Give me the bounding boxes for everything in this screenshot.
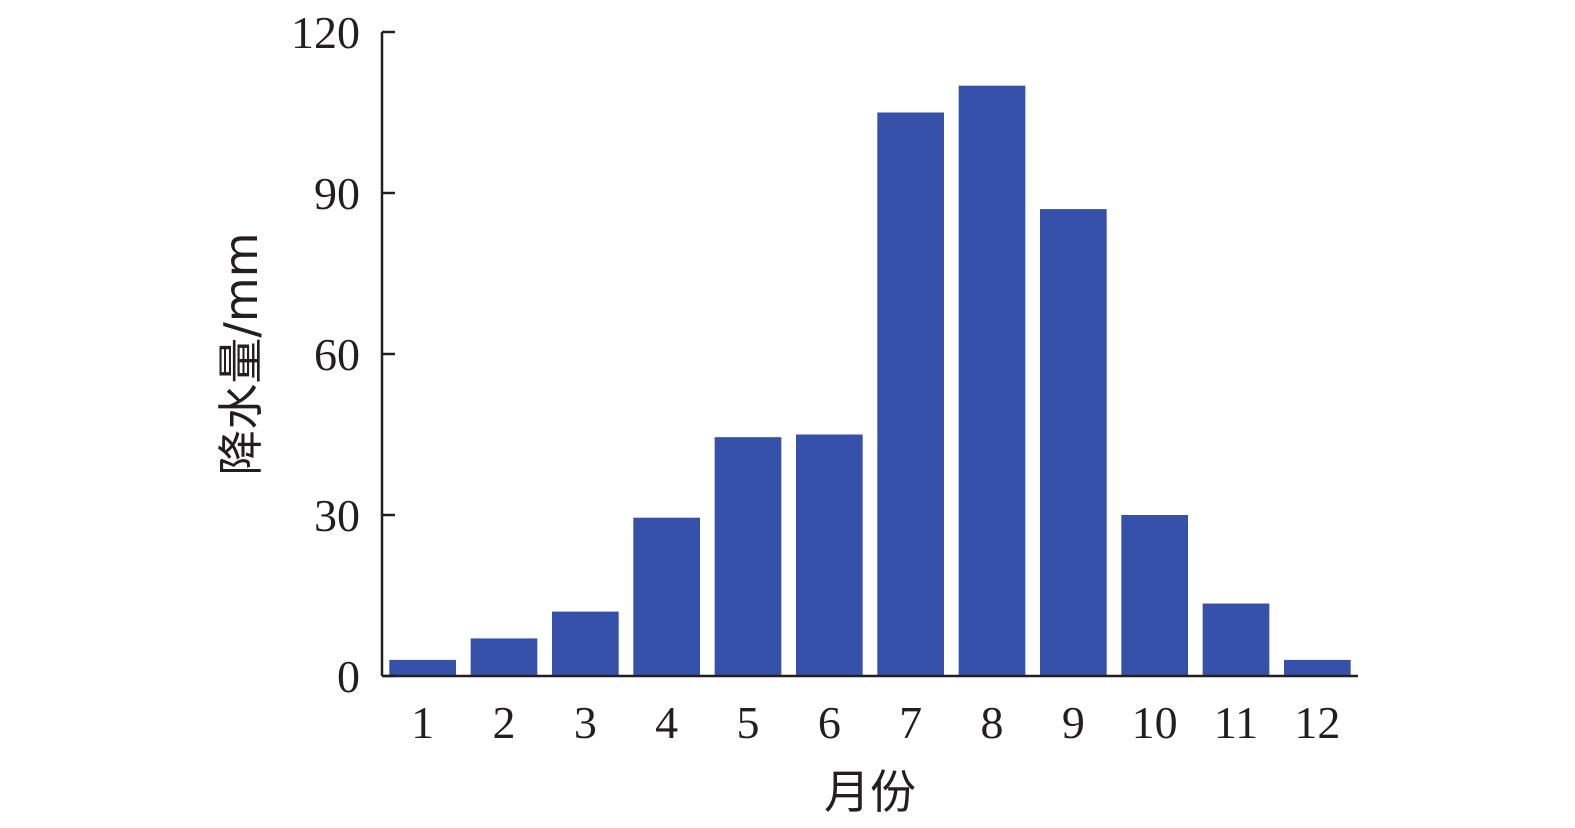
bar-month-6 (795, 434, 863, 676)
bar-month-5 (714, 437, 782, 676)
x-tick-label: 3 (574, 697, 597, 748)
bars-group (389, 85, 1351, 677)
x-tick-label: 6 (818, 697, 841, 748)
y-tick-label: 30 (314, 490, 360, 541)
bar-month-1 (389, 659, 457, 676)
x-tick-label: 9 (1062, 697, 1085, 748)
x-axis: 1 2 3 4 5 6 7 8 9 10 11 12 (382, 674, 1358, 748)
y-tick-label: 0 (337, 651, 360, 702)
y-axis: 0 30 60 90 120 (291, 7, 395, 702)
x-tick-label: 11 (1214, 697, 1258, 748)
bar-month-9 (1039, 209, 1107, 676)
bar-month-4 (633, 517, 701, 676)
x-tick-label: 1 (411, 697, 434, 748)
x-axis-title: 月份 (824, 765, 916, 819)
y-tick-label: 120 (291, 7, 360, 58)
bar-month-8 (958, 85, 1026, 677)
bar-month-12 (1283, 659, 1351, 676)
x-tick-label: 2 (493, 697, 516, 748)
x-tick-label: 10 (1132, 697, 1178, 748)
bar-month-2 (470, 638, 538, 676)
bar-month-11 (1202, 603, 1270, 676)
x-tick-label: 4 (655, 697, 678, 748)
y-tick-label: 90 (314, 168, 360, 219)
x-tick-label: 8 (981, 697, 1004, 748)
bar-month-3 (551, 611, 619, 676)
bar-month-10 (1121, 515, 1189, 676)
x-tick-label: 12 (1294, 697, 1340, 748)
y-tick-label: 60 (314, 329, 360, 380)
x-tick-label: 5 (737, 697, 760, 748)
bar-month-7 (877, 112, 945, 676)
x-tick-label: 7 (899, 697, 922, 748)
y-axis-title: 降水量/mm (214, 232, 268, 475)
